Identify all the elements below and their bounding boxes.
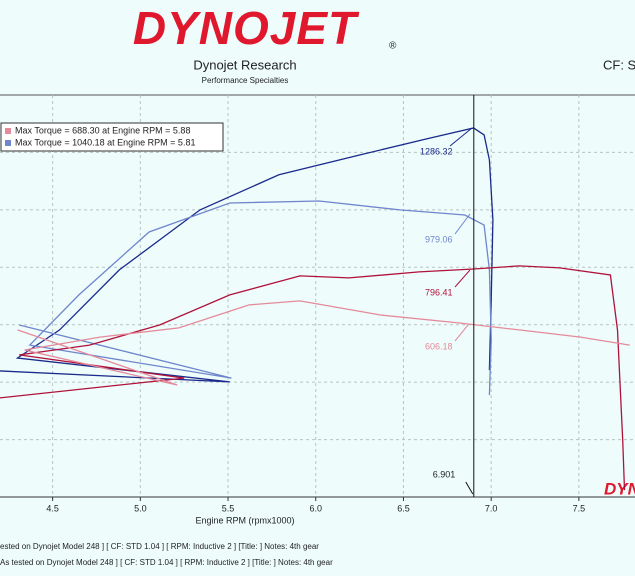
annotation-arrow — [454, 269, 471, 288]
x-tick-label: 7.0 — [485, 503, 498, 513]
legend: Max Torque = 688.30 at Engine RPM = 5.88… — [0, 122, 224, 152]
legend-box — [0, 122, 224, 152]
annotation-arrow — [449, 127, 473, 147]
legend-swatch — [5, 128, 11, 134]
chart-subtitle: Performance Specialties — [202, 76, 289, 85]
footer-line: ested on Dynojet Model 248 ] [ CF: STD 1… — [0, 542, 319, 551]
annotation: 979.06 — [425, 234, 453, 244]
logo-mark: ® — [389, 41, 397, 52]
header-right: CF: S — [603, 57, 635, 72]
series-line — [0, 265, 626, 491]
annotation: 1286.32 — [420, 146, 453, 156]
annotation-arrow — [454, 324, 469, 342]
chart-title: Dynojet Research — [193, 57, 296, 72]
cursor-arrow — [465, 481, 474, 495]
x-tick-label: 6.0 — [309, 503, 322, 513]
x-tick-label: 7.5 — [573, 503, 586, 513]
legend-label: Max Torque = 688.30 at Engine RPM = 5.88 — [15, 125, 190, 135]
annotation: 796.41 — [425, 287, 453, 297]
cursor-label: 6.901 — [433, 469, 456, 479]
series-line — [19, 200, 492, 396]
footer-line: As tested on Dynojet Model 248 ] [ CF: S… — [0, 558, 333, 567]
x-tick-label: 5.5 — [222, 503, 235, 513]
annotation: 606.18 — [425, 341, 453, 351]
watermark: DYNO — [604, 479, 635, 498]
x-tick-label: 4.5 — [46, 503, 59, 513]
annotation-arrow — [454, 213, 471, 235]
x-tick-label: 6.5 — [397, 503, 410, 513]
legend-swatch — [5, 140, 11, 146]
legend-label: Max Torque = 1040.18 at Engine RPM = 5.8… — [15, 137, 195, 147]
x-axis-label: Engine RPM (rpmx1000) — [195, 515, 294, 525]
x-tick-label: 5.0 — [134, 503, 147, 513]
series-line — [17, 300, 630, 386]
logo: DYNOJET — [133, 2, 360, 54]
